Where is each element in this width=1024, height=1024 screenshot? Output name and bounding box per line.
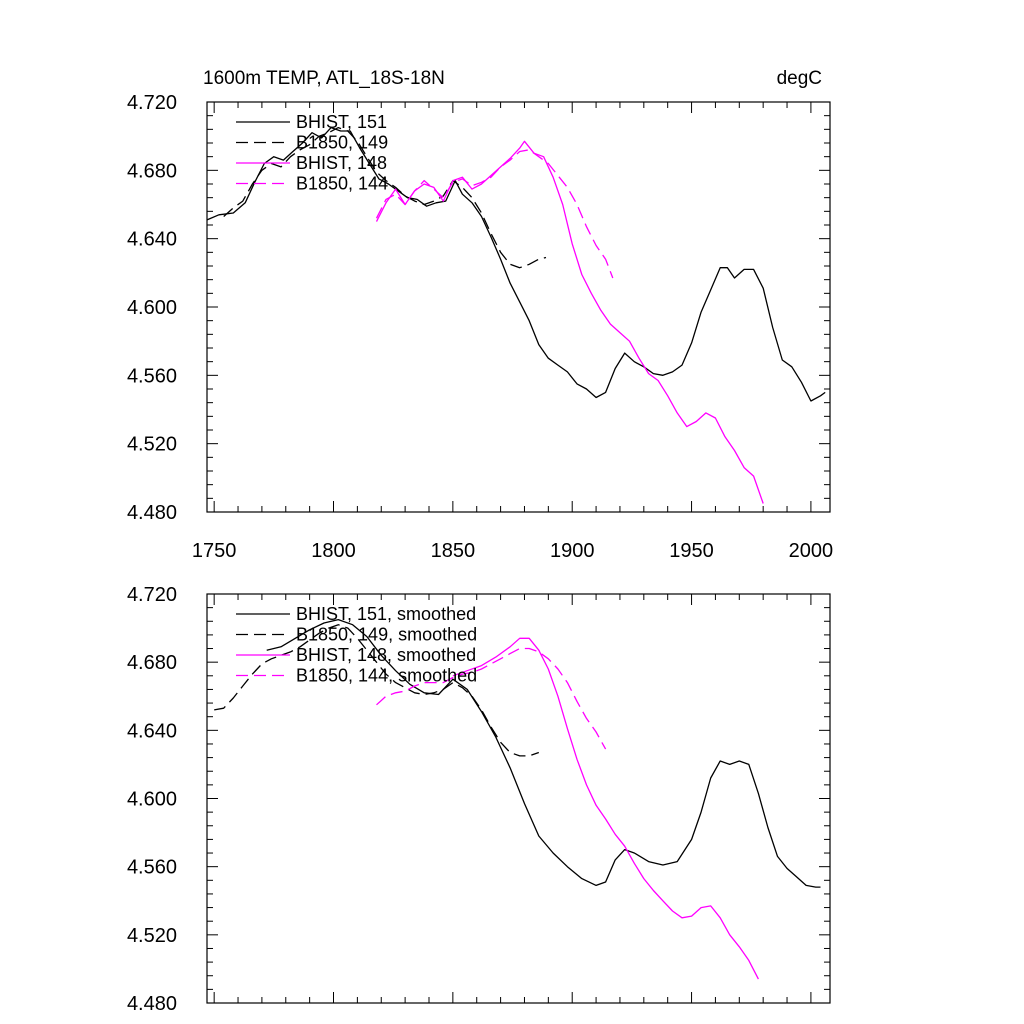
legend-label: B1850, 149	[296, 133, 388, 153]
y-tick-label: 4.560	[127, 365, 177, 387]
x-tick-label: 1850	[431, 540, 476, 562]
legend-label: BHIST, 151	[296, 112, 387, 132]
legend-label: B1850, 144, smoothed	[296, 666, 477, 686]
series-line-2	[375, 140, 764, 504]
y-tick-label: 4.600	[127, 789, 177, 811]
y-tick-label: 4.520	[127, 434, 177, 456]
y-tick-label: 4.480	[127, 502, 177, 524]
legend-label: B1850, 144	[296, 174, 388, 194]
y-tick-label: 4.720	[127, 92, 177, 114]
legend-label: BHIST, 148, smoothed	[296, 645, 476, 665]
x-tick-label: 1800	[311, 540, 356, 562]
series-line-1	[214, 624, 540, 757]
x-tick-label: 2000	[789, 540, 834, 562]
x-tick-label: 1900	[550, 540, 595, 562]
bottom-panel: 4.480 4.520 4.560 4.600 4.640 4.680 4.720 BHIST…	[127, 584, 831, 1015]
units-label: degC	[777, 68, 822, 89]
series-line-2	[452, 637, 759, 980]
y-tick-label: 4.640	[127, 229, 177, 251]
y-tick-label: 4.600	[127, 297, 177, 319]
legend-label: B1850, 149, smoothed	[296, 625, 477, 645]
y-tick-label: 4.520	[127, 925, 177, 947]
y-tick-label: 4.680	[127, 652, 177, 674]
x-tick-label: 1950	[669, 540, 714, 562]
y-tick-label: 4.720	[127, 584, 177, 606]
series-line-0	[266, 618, 821, 888]
y-tick-label: 4.680	[127, 160, 177, 182]
top-panel: 1750 1800 1850 1900 1950 2000 4.480 4.520 4.560 4…	[127, 68, 833, 562]
y-tick-label: 4.480	[127, 993, 177, 1015]
x-tick-label: 1750	[192, 540, 237, 562]
series-line-3	[376, 647, 607, 750]
legend-label: BHIST, 148	[296, 153, 387, 173]
y-tick-label: 4.560	[127, 857, 177, 879]
chart-title: 1600m TEMP, ATL_18S-18N	[203, 68, 445, 89]
legend-label: BHIST, 151, smoothed	[296, 604, 476, 624]
y-tick-label: 4.640	[127, 720, 177, 742]
series-line-3	[375, 149, 614, 279]
series-line-0	[206, 126, 826, 402]
series-line-1	[223, 126, 547, 269]
